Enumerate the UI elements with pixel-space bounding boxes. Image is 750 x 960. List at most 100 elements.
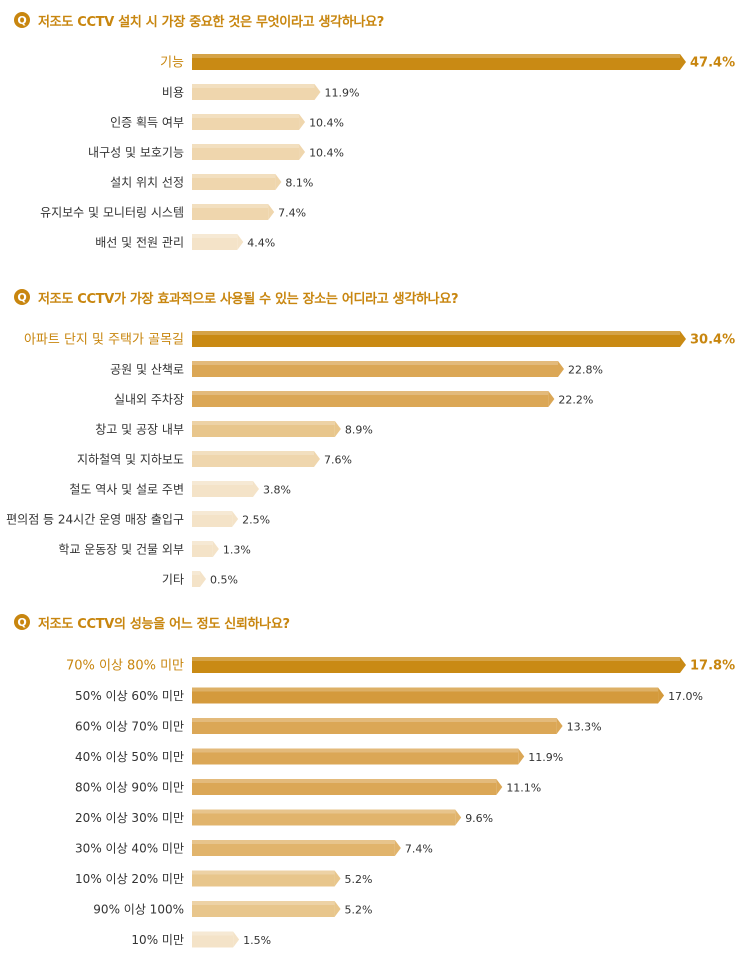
category-label: 유지보수 및 모니터링 시스템 <box>40 206 184 220</box>
category-label: 지하철역 및 지하보도 <box>77 453 184 467</box>
bar-highlight <box>192 481 253 485</box>
bar <box>192 571 201 587</box>
value-label: 30.4% <box>690 333 735 348</box>
bar <box>192 54 680 70</box>
question-2-title: 저조도 CCTV가 가장 효과적으로 사용될 수 있는 장소는 어디라고 생각하… <box>38 291 459 307</box>
bar-highlight <box>192 84 315 88</box>
value-label: 13.3% <box>567 721 602 734</box>
value-label: 7.4% <box>278 207 306 220</box>
bar-end-cap <box>253 481 259 497</box>
bar-end-cap <box>299 144 306 160</box>
value-label: 5.2% <box>345 904 373 917</box>
category-label: 50% 이상 60% 미만 <box>75 689 184 703</box>
bar-highlight <box>192 541 213 545</box>
question-1-title: 저조도 CCTV 설치 시 가장 중요한 것은 무엇이라고 생각하나요? <box>38 14 385 30</box>
value-label: 8.1% <box>285 177 313 190</box>
bar <box>192 114 300 130</box>
bar-end-cap <box>496 779 503 795</box>
bar <box>192 901 335 917</box>
category-label: 비용 <box>162 86 184 100</box>
bar-end-cap <box>232 511 239 527</box>
value-label: 10.4% <box>309 147 344 160</box>
category-label: 70% 이상 80% 미만 <box>66 659 184 674</box>
value-label: 17.0% <box>668 690 703 703</box>
bar-end-cap <box>334 421 341 437</box>
bar-end-cap <box>233 931 240 948</box>
bar-highlight <box>192 657 680 661</box>
bar <box>192 421 335 437</box>
bar-highlight <box>192 234 238 238</box>
bar-end-cap <box>299 114 306 130</box>
bar-highlight <box>192 748 519 753</box>
bar-highlight <box>192 779 497 783</box>
bar <box>192 779 497 795</box>
bar-end-cap <box>275 174 282 190</box>
bar-end-cap <box>680 331 686 347</box>
bar-end-cap <box>268 204 275 220</box>
bar <box>192 809 456 826</box>
question-3-header: Q 저조도 CCTV의 성능을 어느 정도 신뢰하나요? <box>14 609 290 635</box>
category-label: 80% 이상 90% 미만 <box>75 781 184 795</box>
value-label: 10.4% <box>309 117 344 130</box>
bar <box>192 361 558 377</box>
bar <box>192 391 549 407</box>
bar <box>192 234 238 250</box>
value-label: 4.4% <box>247 237 275 250</box>
bar-end-cap <box>314 84 321 100</box>
category-label: 배선 및 전원 관리 <box>95 236 184 250</box>
value-label: 22.2% <box>558 394 593 407</box>
value-label: 0.5% <box>210 574 238 587</box>
bar <box>192 511 233 527</box>
value-label: 2.5% <box>242 514 270 527</box>
bar-end-cap <box>558 361 564 377</box>
category-label: 20% 이상 30% 미만 <box>75 811 184 825</box>
bar <box>192 541 213 557</box>
bar-highlight <box>192 144 300 148</box>
question-badge-icon: Q <box>14 289 30 305</box>
category-label: 공원 및 산책로 <box>110 362 184 377</box>
bar-highlight <box>192 840 395 844</box>
bar-end-cap <box>680 54 686 70</box>
value-label: 7.4% <box>405 843 433 856</box>
category-label: 학교 운동장 및 건물 외부 <box>58 543 184 557</box>
bar-end-cap <box>548 391 555 407</box>
bar-end-cap <box>518 748 525 765</box>
bar-highlight <box>192 511 233 515</box>
bar-end-cap <box>334 901 341 917</box>
bar <box>192 481 253 497</box>
bar <box>192 687 659 704</box>
bar-highlight <box>192 391 549 395</box>
bar-highlight <box>192 571 201 575</box>
bar-highlight <box>192 931 234 936</box>
bar <box>192 657 680 673</box>
bar <box>192 870 335 887</box>
value-label: 1.5% <box>243 934 271 947</box>
bar-highlight <box>192 901 335 905</box>
value-label: 11.9% <box>528 751 563 764</box>
bar <box>192 748 519 765</box>
category-label: 아파트 단지 및 주택가 골목길 <box>24 333 184 348</box>
value-label: 47.4% <box>690 56 735 71</box>
bar-end-cap <box>680 657 686 673</box>
bar-highlight <box>192 870 335 875</box>
question-3-title: 저조도 CCTV의 성능을 어느 정도 신뢰하나요? <box>38 616 290 632</box>
category-label: 실내외 주차장 <box>114 393 184 407</box>
category-label: 편의점 등 24시간 운영 매장 출입구 <box>6 513 184 527</box>
value-label: 7.6% <box>324 454 352 467</box>
bar-highlight <box>192 114 300 118</box>
category-label: 30% 이상 40% 미만 <box>75 842 184 856</box>
bar-highlight <box>192 204 269 208</box>
bar <box>192 931 234 948</box>
question-1-header: Q 저조도 CCTV 설치 시 가장 중요한 것은 무엇이라고 생각하나요? <box>14 7 384 33</box>
value-label: 22.8% <box>568 364 603 377</box>
category-label: 창고 및 공장 내부 <box>95 423 184 437</box>
bar <box>192 144 300 160</box>
bar-end-cap <box>314 451 320 467</box>
bar-highlight <box>192 451 314 455</box>
bar-end-cap <box>658 687 665 704</box>
category-label: 기타 <box>162 573 184 587</box>
value-label: 5.2% <box>345 873 373 886</box>
bar <box>192 718 557 734</box>
category-label: 40% 이상 50% 미만 <box>75 750 184 764</box>
